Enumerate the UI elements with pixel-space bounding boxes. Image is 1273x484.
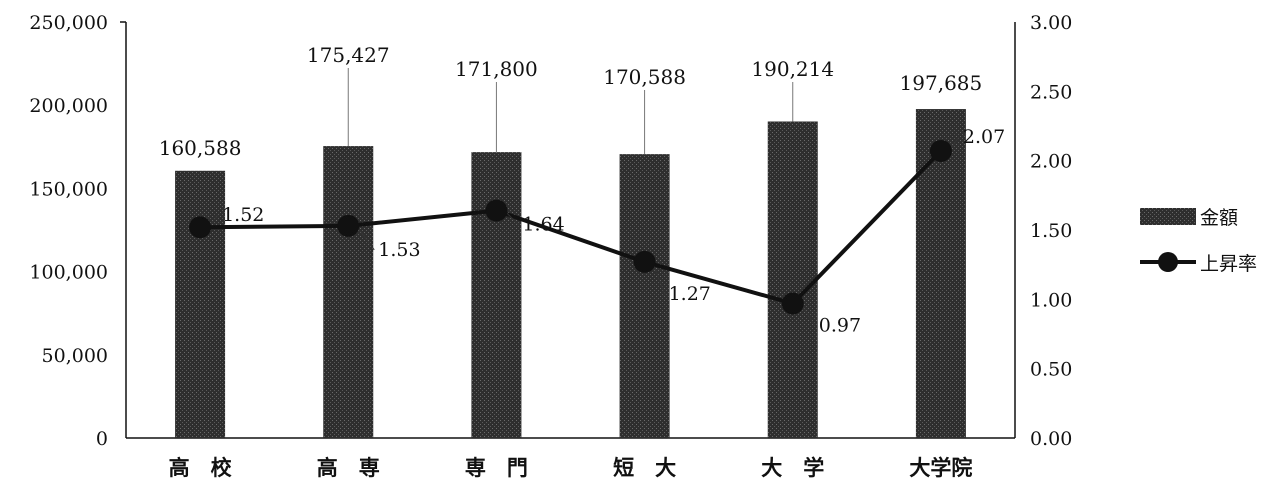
left-tick-label: 200,000 <box>29 95 108 117</box>
category-label: 大学院 <box>909 456 972 480</box>
legend-label-rate: 上昇率 <box>1200 253 1257 275</box>
bar <box>175 170 226 439</box>
line-value-label: 1.53 <box>378 239 420 261</box>
category-label: 高 校 <box>169 456 233 480</box>
category-label: 専 門 <box>465 456 528 480</box>
left-tick-label: 150,000 <box>29 178 108 200</box>
rate-marker <box>929 139 952 162</box>
bar-value-label: 190,214 <box>751 57 834 81</box>
line-value-label: 1.64 <box>522 214 564 236</box>
right-tick-label: 1.50 <box>1030 220 1072 242</box>
right-tick-label: 1.00 <box>1030 289 1072 311</box>
line-value-label: 0.97 <box>819 314 861 336</box>
right-tick-label: 0.50 <box>1030 359 1072 381</box>
plot-area <box>120 21 1016 439</box>
bar-series: 160,588 175,427 171,800 170,588 190,214 197,6… <box>159 43 983 439</box>
left-tick-label: 250,000 <box>29 12 108 34</box>
bar-value-label: 170,588 <box>603 65 686 89</box>
bar <box>767 121 818 439</box>
rate-marker <box>337 214 360 237</box>
bar-value-label: 175,427 <box>307 43 390 67</box>
bar <box>323 146 374 438</box>
right-tick-label: 0.00 <box>1030 428 1072 450</box>
bar <box>471 152 522 438</box>
right-tick-label: 3.00 <box>1030 12 1072 34</box>
rate-line <box>200 149 943 306</box>
category-axis-labels: 高 校 高 専 専 門 短 大 大 学 大学院 <box>169 456 973 480</box>
right-tick-label: 2.00 <box>1030 151 1072 173</box>
label-leader-lines <box>347 68 794 155</box>
bar <box>915 109 966 439</box>
line-label-leader <box>652 261 666 295</box>
legend-bar-swatch <box>1140 208 1196 225</box>
bar-value-label: 171,800 <box>455 57 538 81</box>
right-tick-label: 2.50 <box>1030 81 1072 103</box>
line-series: 1.52 1.53 1.64 1.27 0.97 2.07 <box>189 126 1005 336</box>
category-label: 短 大 <box>613 456 676 480</box>
line-label-leader <box>355 225 375 251</box>
line-value-label: 1.52 <box>222 204 264 226</box>
category-label: 高 専 <box>317 456 380 480</box>
rate-marker <box>485 199 508 222</box>
bar-value-label: 197,685 <box>900 71 983 95</box>
rate-marker <box>633 250 656 273</box>
line-value-label: 2.07 <box>963 126 1005 148</box>
rate-marker <box>781 292 804 315</box>
category-label: 大 学 <box>761 456 824 480</box>
legend-label-amount: 金額 <box>1200 207 1238 229</box>
line-value-label: 1.27 <box>669 283 711 305</box>
left-tick-label: 50,000 <box>42 345 108 367</box>
rate-marker <box>189 216 212 239</box>
bar-value-label: 160,588 <box>159 136 242 160</box>
right-axis-ticks: 0.00 0.50 1.00 1.50 2.00 2.50 3.00 <box>1030 12 1072 450</box>
left-axis-ticks: 0 50,000 100,000 150,000 200,000 250,000 <box>29 12 108 450</box>
bar <box>619 154 670 438</box>
legend-marker-swatch <box>1158 252 1178 272</box>
left-tick-label: 0 <box>96 428 108 450</box>
left-tick-label: 100,000 <box>29 262 108 284</box>
